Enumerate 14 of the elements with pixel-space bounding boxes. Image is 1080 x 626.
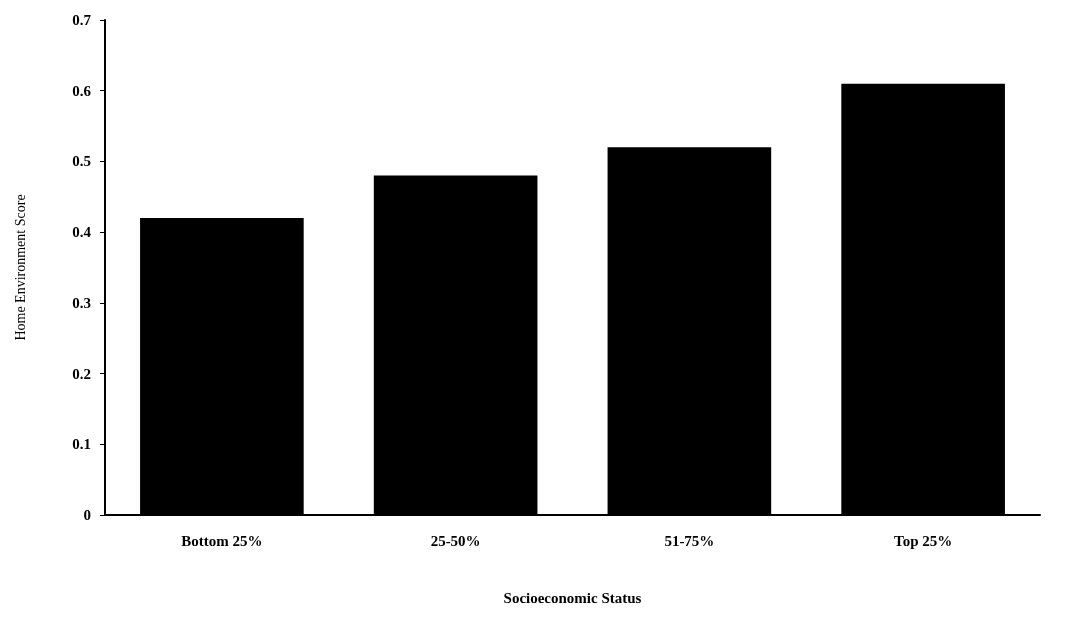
y-tick-label: 0.7 bbox=[72, 12, 92, 28]
y-tick-label: 0 bbox=[83, 507, 91, 523]
x-tick-label: Bottom 25% bbox=[181, 532, 263, 549]
y-axis-title: Home Environment Score bbox=[12, 194, 28, 341]
y-tick-label: 0.4 bbox=[72, 224, 92, 241]
y-tick-label: 0.6 bbox=[72, 82, 92, 99]
x-tick-label: 51-75% bbox=[664, 532, 715, 549]
x-tick-label: 25-50% bbox=[430, 532, 481, 549]
x-axis-title: Socioeconomic Status bbox=[503, 589, 642, 606]
y-tick-label: 0.5 bbox=[72, 153, 91, 170]
y-tick-label: 0.3 bbox=[72, 294, 91, 311]
x-tick-label: Top 25% bbox=[894, 532, 953, 549]
y-tick-label: 0.1 bbox=[72, 436, 91, 453]
y-tick-label: 0.2 bbox=[72, 365, 91, 382]
